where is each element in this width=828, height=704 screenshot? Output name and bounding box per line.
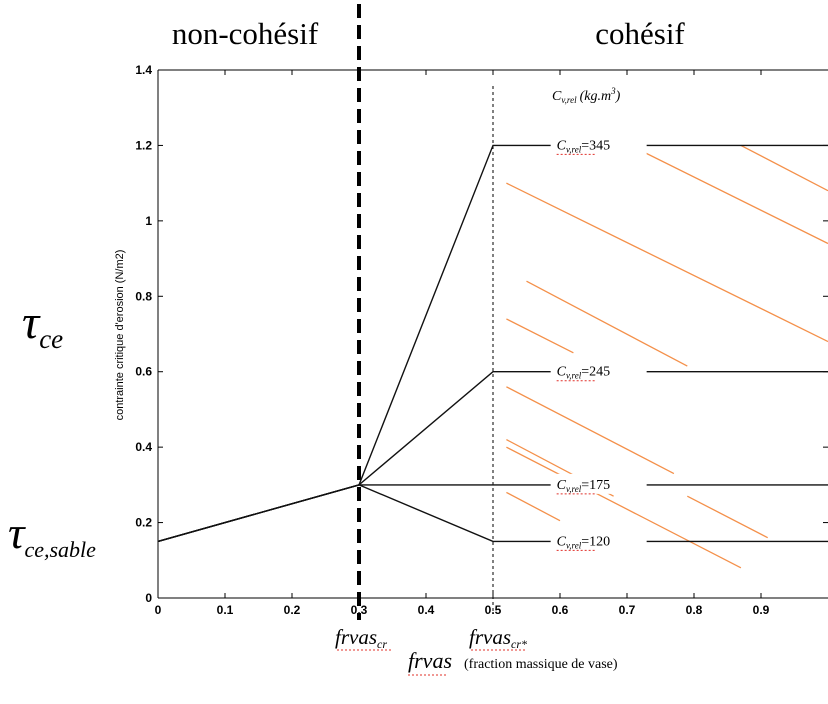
x-marker-label: frvascr xyxy=(335,625,387,651)
x-tick-label: 0 xyxy=(155,603,162,617)
y-tick-label: 1.4 xyxy=(135,63,152,77)
y-tick-label: 0.8 xyxy=(135,289,152,303)
series-label-bg xyxy=(550,134,647,155)
series-label-bg xyxy=(550,473,647,494)
hatch-line xyxy=(506,182,828,343)
series-line-1 xyxy=(157,371,828,543)
hatch-line xyxy=(526,280,688,367)
x-tick-label: 0.3 xyxy=(351,603,368,617)
x-tick-label: 0.2 xyxy=(284,603,301,617)
x-tick-label: 0.4 xyxy=(418,603,435,617)
series-label-2: Cv,rel=175 xyxy=(557,478,611,494)
series-line-3 xyxy=(157,484,828,543)
series-labels: Cv,rel=345 Cv,rel=245 Cv,rel=175 Cv,rel=120 xyxy=(550,134,647,551)
x-tick-label: 0.6 xyxy=(552,603,569,617)
x-tick-label: 0.7 xyxy=(619,603,636,617)
series-label-1: Cv,rel=245 xyxy=(557,365,611,381)
hatch-line xyxy=(687,495,768,539)
concentration-header: Cv,rel (kg.m3) xyxy=(552,86,621,105)
hatch-area xyxy=(506,144,828,569)
series-label-bg xyxy=(550,360,647,381)
x-tick-label: 0.1 xyxy=(217,603,234,617)
y-tick-label: 0.4 xyxy=(135,440,152,454)
y-tick-label: 0.2 xyxy=(135,516,152,530)
y-tick-label: 0.6 xyxy=(135,365,152,379)
series-label-0: Cv,rel=345 xyxy=(557,138,611,154)
y-tick-label: 1.2 xyxy=(135,138,152,152)
tau-ce-label: τce xyxy=(22,296,63,354)
x-tick-label: 0.8 xyxy=(686,603,703,617)
axes: 00.20.40.60.811.21.40 0.1 0.2 0.3 0.4 0.5 0.6 0… xyxy=(135,63,828,617)
region-label-non-cohesive: non-cohésif xyxy=(172,16,319,51)
hatch-line xyxy=(506,446,742,569)
y-tick-label: 1 xyxy=(145,214,152,228)
hatch-line xyxy=(630,144,828,245)
hatch-line xyxy=(506,491,561,522)
region-label-cohesive: cohésif xyxy=(595,16,685,51)
y-tick-label: 0 xyxy=(145,591,152,605)
hatch-line xyxy=(506,386,675,475)
x-marker-label: frvascr* xyxy=(469,625,527,651)
series-lines xyxy=(157,144,828,543)
x-axis-label: frvas (fraction massique de vase) xyxy=(408,648,618,673)
series-label-3: Cv,rel=120 xyxy=(557,534,611,550)
hatch-line xyxy=(740,144,828,192)
y-axis-label: contrainte critique d'erosion (N/m2) xyxy=(114,250,126,421)
tau-ce-sable-label: τce,sable xyxy=(8,507,96,562)
x-markers: frvascr frvascr* xyxy=(335,4,527,676)
x-tick-label: 0.9 xyxy=(753,603,770,617)
hatch-line xyxy=(506,318,574,354)
series-label-bg xyxy=(550,530,647,551)
